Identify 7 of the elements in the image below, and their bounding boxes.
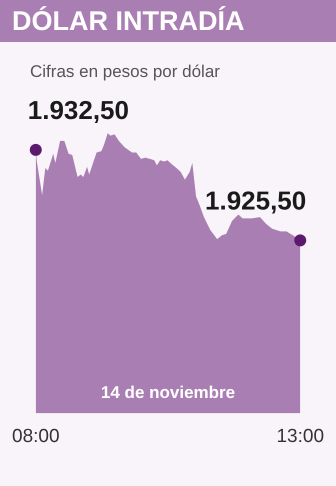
data-label: 1.925,50 <box>205 186 306 216</box>
x-tick-label: 08:00 <box>12 426 60 447</box>
chart-title: DÓLAR INTRADÍA <box>12 6 244 36</box>
chart-subtitle: Cifras en pesos por dólar <box>30 62 220 82</box>
x-tick-label: 13:00 <box>276 426 324 447</box>
x-axis-title: 14 de noviembre <box>100 382 236 402</box>
data-label: 1.932,50 <box>28 95 129 126</box>
